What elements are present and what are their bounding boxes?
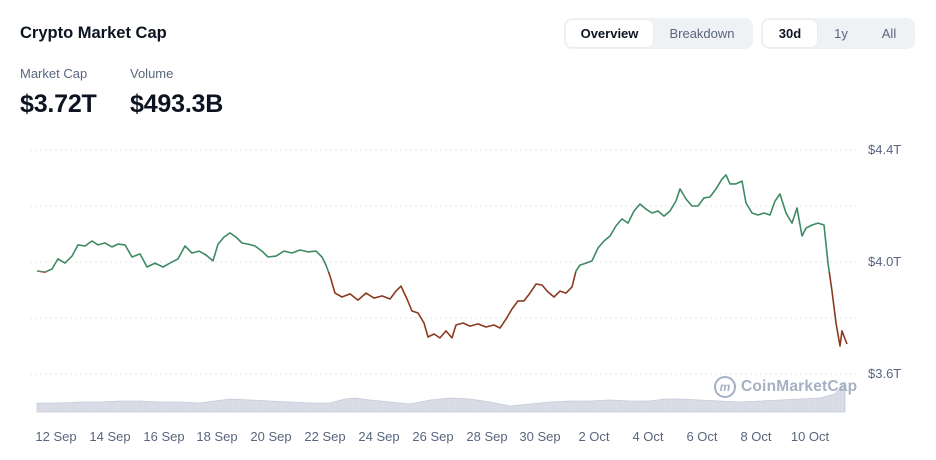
watermark-text: CoinMarketCap [741, 378, 858, 395]
x-tick-label: 26 Sep [412, 429, 454, 444]
x-tick-label: 22 Sep [304, 429, 346, 444]
page-title: Crypto Market Cap [20, 24, 167, 42]
view-toggle: Overview Breakdown [564, 18, 753, 49]
volume-value: $493.3B [130, 90, 224, 118]
range-all-button[interactable]: All [881, 26, 897, 41]
price-line-down [36, 271, 848, 347]
market-cap-label: Market Cap [20, 66, 88, 81]
x-tick-label: 24 Sep [358, 429, 400, 444]
coinmarketcap-watermark: m CoinMarketCap [714, 376, 857, 398]
x-tick-label: 14 Sep [89, 429, 131, 444]
market-cap-value: $3.72T [20, 90, 97, 118]
range-1y-button[interactable]: 1y [834, 26, 848, 41]
x-tick-label: 16 Sep [143, 429, 185, 444]
market-cap-chart[interactable]: $4.4T $4.0T $3.6T 12 Sep 14 Sep 16 Sep 18 Sep… [0, 130, 936, 460]
volume-label: Volume [130, 66, 174, 81]
x-tick-label: 28 Sep [466, 429, 508, 444]
x-tick-label: 2 Oct [578, 429, 610, 444]
x-tick-label: 18 Sep [196, 429, 238, 444]
x-tick-label: 8 Oct [740, 429, 772, 444]
tab-breakdown[interactable]: Breakdown [669, 26, 735, 41]
range-30d-button[interactable]: 30d [763, 20, 817, 47]
x-tick-label: 30 Sep [519, 429, 561, 444]
x-tick-label: 20 Sep [250, 429, 292, 444]
y-tick-label: $4.0T [868, 254, 902, 269]
coinmarketcap-logo-icon: m [714, 376, 736, 398]
volume-stat: Volume $493.3B [130, 66, 223, 119]
y-tick-label: $3.6T [868, 366, 902, 381]
x-tick-label: 12 Sep [35, 429, 77, 444]
y-tick-label: $4.4T [868, 142, 902, 157]
tab-overview[interactable]: Overview [566, 20, 653, 47]
x-tick-label: 10 Oct [790, 429, 830, 444]
range-toggle: 30d 1y All [761, 18, 915, 49]
price-line-up [36, 174, 831, 272]
volume-area [37, 382, 845, 412]
chart-canvas [30, 149, 856, 413]
x-tick-label: 4 Oct [632, 429, 664, 444]
x-tick-label: 6 Oct [686, 429, 718, 444]
market-cap-stat: Market Cap $3.72T [20, 66, 97, 119]
